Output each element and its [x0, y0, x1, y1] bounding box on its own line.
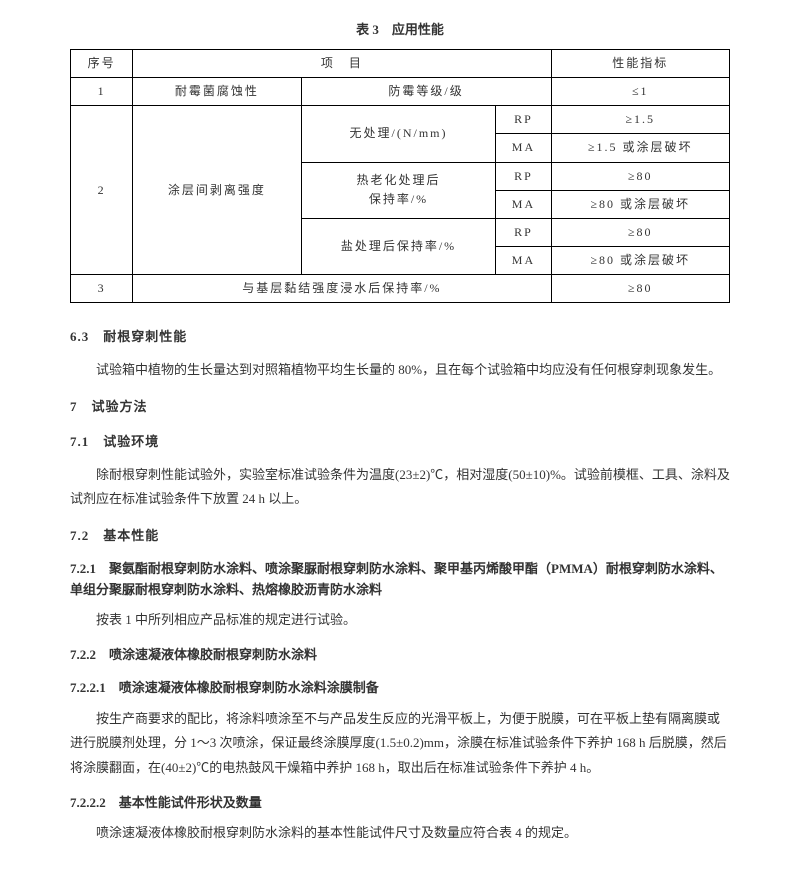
col-seq: 序号: [71, 49, 133, 77]
cell: ≥80: [551, 218, 729, 246]
table-row: 3 与基层黏结强度浸水后保持率/% ≥80: [71, 275, 730, 303]
table-header-row: 序号 项 目 性能指标: [71, 49, 730, 77]
heading-7-2-2: 7.2.2 喷涂速凝液体橡胶耐根穿刺防水涂料: [70, 645, 730, 666]
heading-7-2-2-1: 7.2.2.1 喷涂速凝液体橡胶耐根穿刺防水涂料涂膜制备: [70, 678, 730, 699]
cell: RP: [496, 218, 551, 246]
cell: 与基层黏结强度浸水后保持率/%: [133, 275, 551, 303]
cell: RP: [496, 106, 551, 134]
cell: ≥1.5: [551, 106, 729, 134]
table-row: 2 涂层间剥离强度 无处理/(N/mm) RP ≥1.5: [71, 106, 730, 134]
cell: 3: [71, 275, 133, 303]
cell: 盐处理后保持率/%: [301, 218, 496, 274]
cell: ≥80 或涂层破坏: [551, 190, 729, 218]
cell: ≤1: [551, 77, 729, 105]
col-item: 项 目: [133, 49, 551, 77]
cell: 1: [71, 77, 133, 105]
cell: ≥80: [551, 275, 729, 303]
cell: 耐霉菌腐蚀性: [133, 77, 301, 105]
heading-7-2-1: 7.2.1 聚氨酯耐根穿刺防水涂料、喷涂聚脲耐根穿刺防水涂料、聚甲基丙烯酸甲酯（…: [70, 559, 730, 601]
performance-table: 序号 项 目 性能指标 1 耐霉菌腐蚀性 防霉等级/级 ≤1 2 涂层间剥离强度…: [70, 49, 730, 304]
paragraph: 按表 1 中所列相应产品标准的规定进行试验。: [70, 608, 730, 633]
cell: MA: [496, 134, 551, 162]
paragraph: 试验箱中植物的生长量达到对照箱植物平均生长量的 80%，且在每个试验箱中均应没有…: [70, 358, 730, 383]
cell: RP: [496, 162, 551, 190]
cell: 涂层间剥离强度: [133, 106, 301, 275]
cell: 2: [71, 106, 133, 275]
table-title: 表 3 应用性能: [70, 20, 730, 41]
cell: 热老化处理后 保持率/%: [301, 162, 496, 218]
col-val: 性能指标: [551, 49, 729, 77]
heading-7-1: 7.1 试验环境: [70, 432, 730, 453]
heading-7-2-2-2: 7.2.2.2 基本性能试件形状及数量: [70, 793, 730, 814]
cell: ≥80 或涂层破坏: [551, 247, 729, 275]
heading-7-2: 7.2 基本性能: [70, 526, 730, 547]
cell: ≥80: [551, 162, 729, 190]
paragraph: 喷涂速凝液体橡胶耐根穿刺防水涂料的基本性能试件尺寸及数量应符合表 4 的规定。: [70, 821, 730, 846]
cell: 无处理/(N/mm): [301, 106, 496, 162]
paragraph: 除耐根穿刺性能试验外，实验室标准试验条件为温度(23±2)℃，相对湿度(50±1…: [70, 463, 730, 512]
cell: MA: [496, 247, 551, 275]
heading-6-3: 6.3 耐根穿刺性能: [70, 327, 730, 348]
cell: 防霉等级/级: [301, 77, 551, 105]
paragraph: 按生产商要求的配比，将涂料喷涂至不与产品发生反应的光滑平板上，为便于脱膜，可在平…: [70, 707, 730, 781]
table-row: 1 耐霉菌腐蚀性 防霉等级/级 ≤1: [71, 77, 730, 105]
cell: ≥1.5 或涂层破坏: [551, 134, 729, 162]
cell: MA: [496, 190, 551, 218]
heading-7: 7 试验方法: [70, 397, 730, 418]
